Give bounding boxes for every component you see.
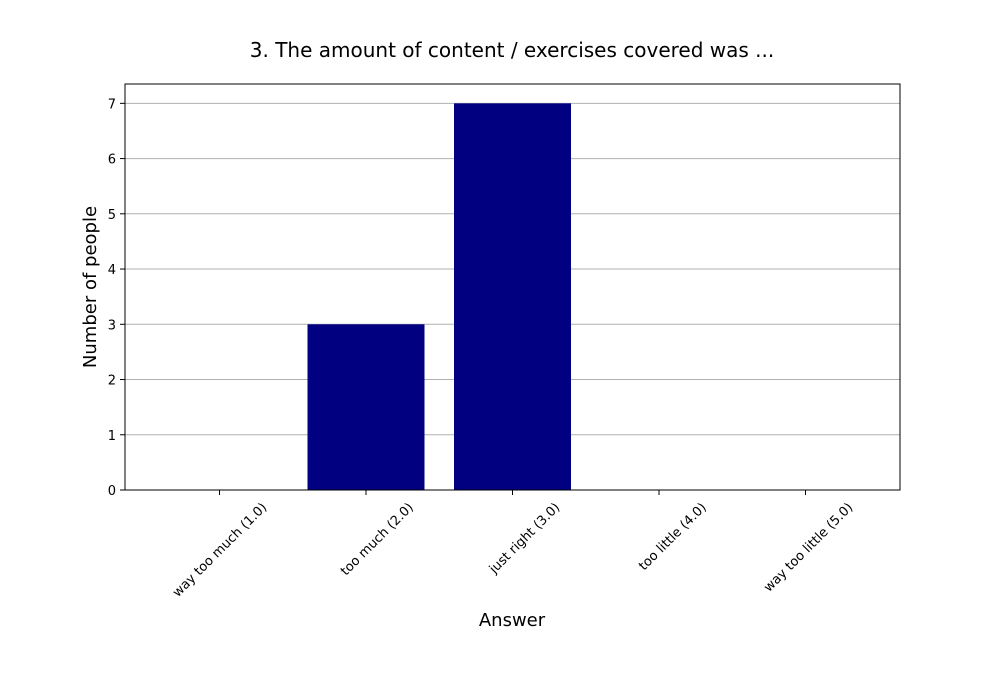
y-tick-label: 4 [108,263,116,278]
x-axis-ticks: way too much (1.0) too much (2.0) just rig… [170,490,856,600]
x-axis-label: Answer [479,610,546,631]
y-tick-label: 6 [108,153,116,168]
y-tick-label: 2 [108,374,116,389]
x-tick-label: too little (4.0) [636,500,710,574]
x-tick-label: way too much (1.0) [170,500,270,600]
bars [307,103,571,490]
y-axis-ticks: 0 1 2 3 4 5 6 7 [108,97,125,499]
chart-title: 3. The amount of content / exercises cov… [250,38,774,62]
bar [454,103,571,490]
x-tick-label: just right (3.0) [486,500,563,577]
y-tick-label: 5 [108,208,116,223]
x-tick-label: too much (2.0) [338,500,417,579]
bar [307,324,425,490]
y-tick-label: 3 [108,318,116,333]
y-tick-label: 1 [108,429,116,444]
y-axis-label: Number of people [80,206,101,368]
y-tick-label: 7 [108,97,116,112]
y-tick-label: 0 [108,484,116,499]
x-tick-label: way too little (5.0) [761,500,856,595]
